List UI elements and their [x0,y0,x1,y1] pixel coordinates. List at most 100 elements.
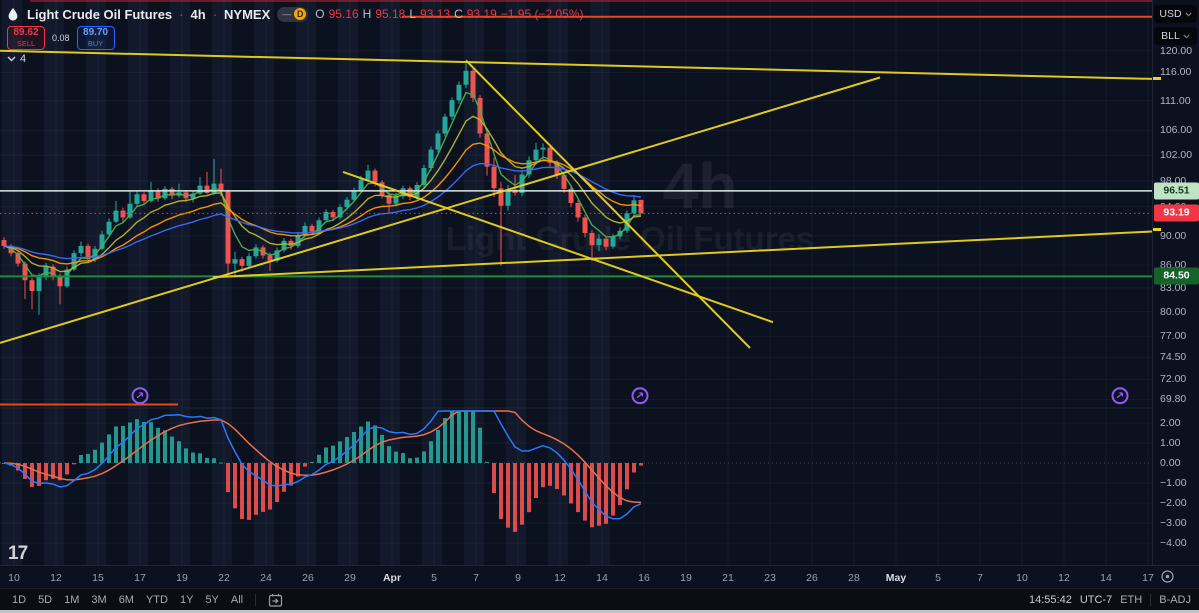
watermark-interval: 4h [663,150,738,222]
price-tag[interactable]: 84.50 [1154,267,1199,285]
buy-price: 89.70 [83,27,109,39]
price-axis-label: 69.80 [1160,393,1187,406]
symbol-legend[interactable]: Light Crude Oil Futures · 4h · NYMEX — D… [6,5,584,23]
time-axis-label: 12 [50,571,62,584]
tradingview-logo[interactable]: 17 [8,543,29,564]
ohlc-readout: O 95.16 H 95.18 L 93.13 C 93.19 −1.95 (−2.05… [315,7,583,21]
unit-toggle[interactable]: BLL [1154,27,1197,45]
time-axis-label: 7 [473,571,479,584]
ma-line-4 [3,91,642,280]
price-axis-label: 111.00 [1160,94,1191,107]
sell-label: SELL [16,39,36,49]
macd-line [3,410,642,520]
order-panel: 89.62 SELL 0.08 89.70 BUY [7,26,115,50]
indicator-axis-label: −4.00 [1160,537,1187,549]
price-axis-label: 72.00 [1160,373,1187,386]
high-label: H [362,7,372,21]
time-axis-label: 29 [344,571,356,584]
goto-date-calendar-icon[interactable] [262,591,289,610]
time-axis-label: 5 [431,571,437,584]
price-axis[interactable]: USD BLL 120.00 116.00 111.00 106.00 102.00 98… [1152,0,1199,565]
trend-line-4[interactable] [0,49,1152,80]
window-edge [0,610,1199,613]
trendline-axis-mark [1153,228,1161,231]
indicator-axis-label: 0.00 [1160,457,1181,469]
session-button[interactable]: ETH [1120,594,1143,606]
alert-marker-icon[interactable] [131,387,149,405]
close-value: 93.19 [466,7,497,21]
clock[interactable]: 14:55:42 [1029,594,1072,606]
price-tag[interactable]: 93.19 [1154,204,1199,222]
range-button-1y[interactable]: 1Y [179,594,194,606]
alert-marker-icon[interactable] [1111,387,1129,405]
price-axis-label: 116.00 [1160,66,1192,79]
trend-line-2[interactable] [465,59,751,349]
price-tag[interactable]: 96.51 [1154,182,1199,200]
currency-label: USD [1159,8,1182,20]
range-button-all[interactable]: All [230,594,244,606]
range-button-5y[interactable]: 5Y [205,594,219,606]
time-axis-label: 7 [977,571,983,584]
trend-line-3[interactable] [342,170,774,324]
divider [1150,594,1152,606]
time-axis-label: 21 [722,571,734,584]
time-axis-label: 17 [1142,571,1154,584]
indicator-axis-label: 1.00 [1160,437,1181,449]
high-value: 95.18 [375,7,406,21]
price-axis-label: 106.00 [1160,124,1193,137]
symbol-title[interactable]: Light Crude Oil Futures [27,6,173,22]
top-strip [30,0,1152,2]
range-button-1d[interactable]: 1D [12,594,27,606]
time-axis-label: 24 [260,571,272,584]
price-axis-label: 83.00 [1160,281,1187,294]
time-axis-label: 22 [218,571,230,584]
date-range-buttons[interactable]: 1D 5D 1M 3M 6M YTD 1Y 5Y All [6,589,289,611]
chart-canvas[interactable]: 4h Light Crude Oil Futures 17 [0,0,1152,565]
range-button-5d[interactable]: 5D [38,594,53,606]
range-button-1m[interactable]: 1M [64,594,80,606]
low-label: L [409,7,417,21]
currency-toggle[interactable]: USD [1154,5,1197,23]
price-axis-label: 102.00 [1160,149,1193,162]
time-axis-label: 28 [848,571,860,584]
trend-line-1[interactable] [0,76,881,344]
object-tree-toggle[interactable]: 4 [7,53,26,65]
dash-icon: — [282,8,292,19]
delayed-data-badge[interactable]: — D [277,6,309,22]
timezone-button[interactable]: UTC-7 [1079,594,1113,606]
open-value: 95.16 [328,7,359,21]
indicator-axis-label: −1.00 [1160,477,1187,489]
time-axis-label: 16 [638,571,650,584]
adjustment-button[interactable]: B-ADJ [1159,594,1191,606]
time-axis-label: 12 [554,571,566,584]
symbol-logo-oil-drop-icon [6,7,20,21]
buy-button[interactable]: 89.70 BUY [76,26,115,50]
price-axis-label: 77.00 [1160,330,1187,343]
time-axis-label: 19 [680,571,692,584]
chevron-down-icon [7,56,16,62]
exchange-label[interactable]: NYMEX [224,6,271,22]
alert-marker-icon[interactable] [631,387,649,405]
time-axis[interactable]: 10 12 15 17 19 22 24 26 29 Apr 5 7 9 12 14 16 19 21 23 26 28… [0,565,1199,589]
interval-label[interactable]: 4h [190,6,206,22]
indicator-axis-label: −2.00 [1160,497,1187,509]
time-axis-label: 26 [806,571,818,584]
open-label: O [315,7,325,21]
bottom-toolbar: 1D 5D 1M 3M 6M YTD 1Y 5Y All 14:55:42 UTC-7 ETH … [0,588,1199,611]
range-button-ytd[interactable]: YTD [145,594,168,606]
range-button-6m[interactable]: 6M [118,594,134,606]
time-axis-label: 10 [8,571,20,584]
buy-label: BUY [87,39,104,49]
sell-button[interactable]: 89.62 SELL [7,26,45,50]
legend-separator: · [179,6,184,22]
delayed-d-icon: D [294,8,307,20]
time-axis-label: 9 [515,571,521,584]
trend-line-5[interactable] [212,230,1152,279]
toolbar-right: 14:55:42 UTC-7 ETH B-ADJ [1029,589,1191,611]
trendline-axis-mark [1153,77,1161,80]
time-axis-label: 19 [176,571,188,584]
time-axis-label: 14 [596,571,608,584]
scroll-to-realtime-icon[interactable] [1160,569,1175,589]
range-button-3m[interactable]: 3M [91,594,107,606]
divider [255,594,257,606]
